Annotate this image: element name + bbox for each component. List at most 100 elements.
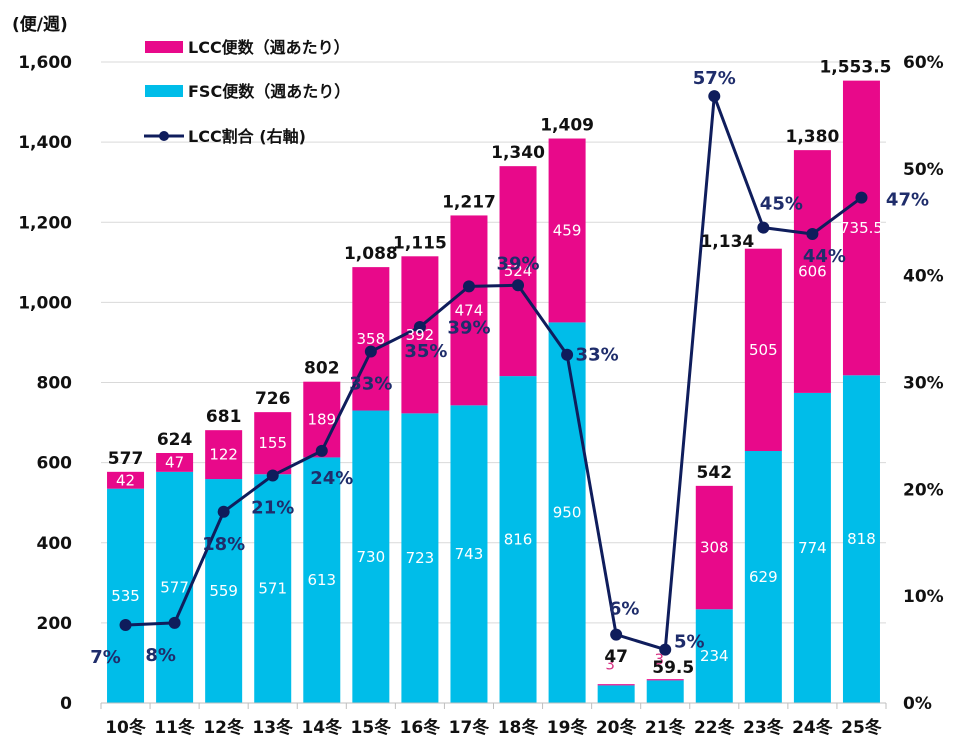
fsc-value-label: 629	[749, 568, 778, 586]
lcc-share-marker	[561, 348, 574, 361]
share-value-label: 5%	[674, 632, 705, 653]
bar-fsc	[156, 471, 194, 703]
fsc-value-label: 613	[307, 571, 336, 589]
x-tick-label: 24冬	[792, 717, 833, 738]
lcc-value-label: 735.5	[840, 219, 883, 237]
fsc-value-label: 56.5	[649, 664, 682, 682]
share-value-label: 33%	[576, 345, 619, 366]
fsc-value-label: 774	[798, 539, 827, 557]
total-value-label: 1,409	[540, 116, 594, 136]
legend-swatch	[145, 85, 183, 97]
share-value-label: 35%	[404, 341, 447, 362]
total-value-label: 47	[604, 647, 628, 667]
share-value-label: 44%	[803, 246, 846, 267]
share-value-label: 6%	[609, 599, 640, 620]
bar-fsc	[695, 609, 733, 703]
total-value-label: 1,217	[442, 192, 496, 212]
total-value-label: 1,115	[393, 233, 447, 253]
lcc-value-label: 606	[798, 263, 827, 281]
x-tick-label: 25冬	[841, 717, 882, 738]
total-value-label: 1,380	[786, 127, 840, 147]
fsc-value-label: 743	[455, 545, 484, 563]
lcc-value-label: 358	[357, 330, 386, 348]
lcc-share-marker	[610, 628, 623, 641]
fsc-value-label: 234	[700, 647, 729, 665]
x-tick-label: 11冬	[154, 717, 195, 738]
bar-fsc	[107, 488, 145, 703]
bar-fsc	[401, 413, 439, 703]
lcc-value-label: 505	[749, 341, 778, 359]
legend-swatch	[145, 41, 183, 53]
lcc-value-label: 459	[553, 221, 582, 239]
y2-tick-label: 30%	[903, 374, 944, 394]
share-value-label: 47%	[886, 190, 929, 211]
y2-tick-label: 60%	[903, 53, 944, 73]
lcc-share-marker	[266, 469, 279, 482]
bar-fsc	[744, 451, 782, 703]
lcc-share-marker	[413, 320, 426, 333]
bar-lcc	[352, 267, 390, 411]
legend-label: LCC便数（週あたり）	[188, 38, 350, 57]
bar-lcc	[205, 430, 243, 480]
legend-marker	[159, 131, 169, 141]
legend: LCC便数（週あたり） FSC便数（週あたり） LCC割合 (右軸)	[144, 38, 350, 146]
y2-tick-label: 10%	[903, 587, 944, 607]
y-tick-label: 200	[37, 614, 73, 634]
lcc-share-marker	[806, 228, 819, 241]
total-value-label: 59.5	[652, 658, 694, 678]
x-tick-label: 17冬	[449, 717, 490, 738]
bar-fsc	[303, 457, 341, 703]
lcc-share-marker	[512, 279, 525, 292]
lcc-share-line	[125, 94, 863, 652]
lcc-share-marker	[462, 280, 475, 293]
fsc-value-label: 723	[406, 549, 435, 567]
bar-lcc	[793, 150, 831, 393]
fsc-value-label: 577	[160, 578, 189, 596]
lcc-value-label: 308	[700, 539, 729, 557]
bar-fsc	[352, 410, 390, 703]
bar-fsc	[842, 375, 880, 703]
share-value-label: 39%	[496, 253, 539, 274]
lcc-value-label: 524	[504, 262, 533, 280]
lcc-value-label: 122	[209, 446, 238, 464]
total-value-label: 681	[206, 407, 242, 427]
lcc-value-label: 42	[116, 471, 135, 489]
bar-lcc	[450, 215, 488, 406]
line-series	[119, 90, 868, 656]
fsc-value-label: 559	[209, 582, 238, 600]
share-value-label: 21%	[251, 497, 294, 518]
y2-tick-label: 50%	[903, 160, 944, 180]
y-tick-label: 1,200	[18, 213, 72, 233]
share-value-label: 45%	[760, 194, 803, 215]
lcc-share-marker	[757, 221, 770, 234]
lcc-share-marker	[364, 345, 377, 358]
total-value-label: 1,553.5	[819, 58, 891, 78]
total-value-label: 542	[697, 463, 733, 483]
total-value-label: 1,340	[491, 143, 545, 163]
share-value-label: 24%	[310, 468, 353, 489]
x-tick-label: 22冬	[694, 717, 735, 738]
share-value-label: 39%	[447, 317, 490, 338]
bar-lcc	[401, 256, 439, 414]
bar-fsc	[597, 685, 635, 703]
bar-lcc	[156, 453, 194, 472]
total-value-label: 624	[157, 430, 193, 450]
x-tick-label: 13冬	[252, 717, 293, 738]
x-tick-label: 21冬	[645, 717, 686, 738]
fsc-value-label: 818	[847, 530, 876, 548]
y-axis-unit-label: (便/週)	[12, 14, 68, 35]
share-value-label: 7%	[90, 647, 121, 668]
share-value-label: 8%	[145, 645, 176, 666]
x-tick-label: 10冬	[105, 717, 146, 738]
bar-lcc	[254, 412, 292, 475]
bar-fsc	[499, 376, 537, 703]
y-tick-label: 800	[37, 374, 73, 394]
bar-fsc	[793, 392, 831, 703]
total-value-label: 1,134	[700, 232, 754, 252]
y2-tick-label: 0%	[903, 694, 932, 714]
y-tick-label: 1,600	[18, 53, 72, 73]
lcc-value-label: 189	[307, 411, 336, 429]
bar-lcc	[744, 248, 782, 452]
lcc-share-marker	[217, 505, 230, 518]
y-tick-label: 1,400	[18, 133, 72, 153]
